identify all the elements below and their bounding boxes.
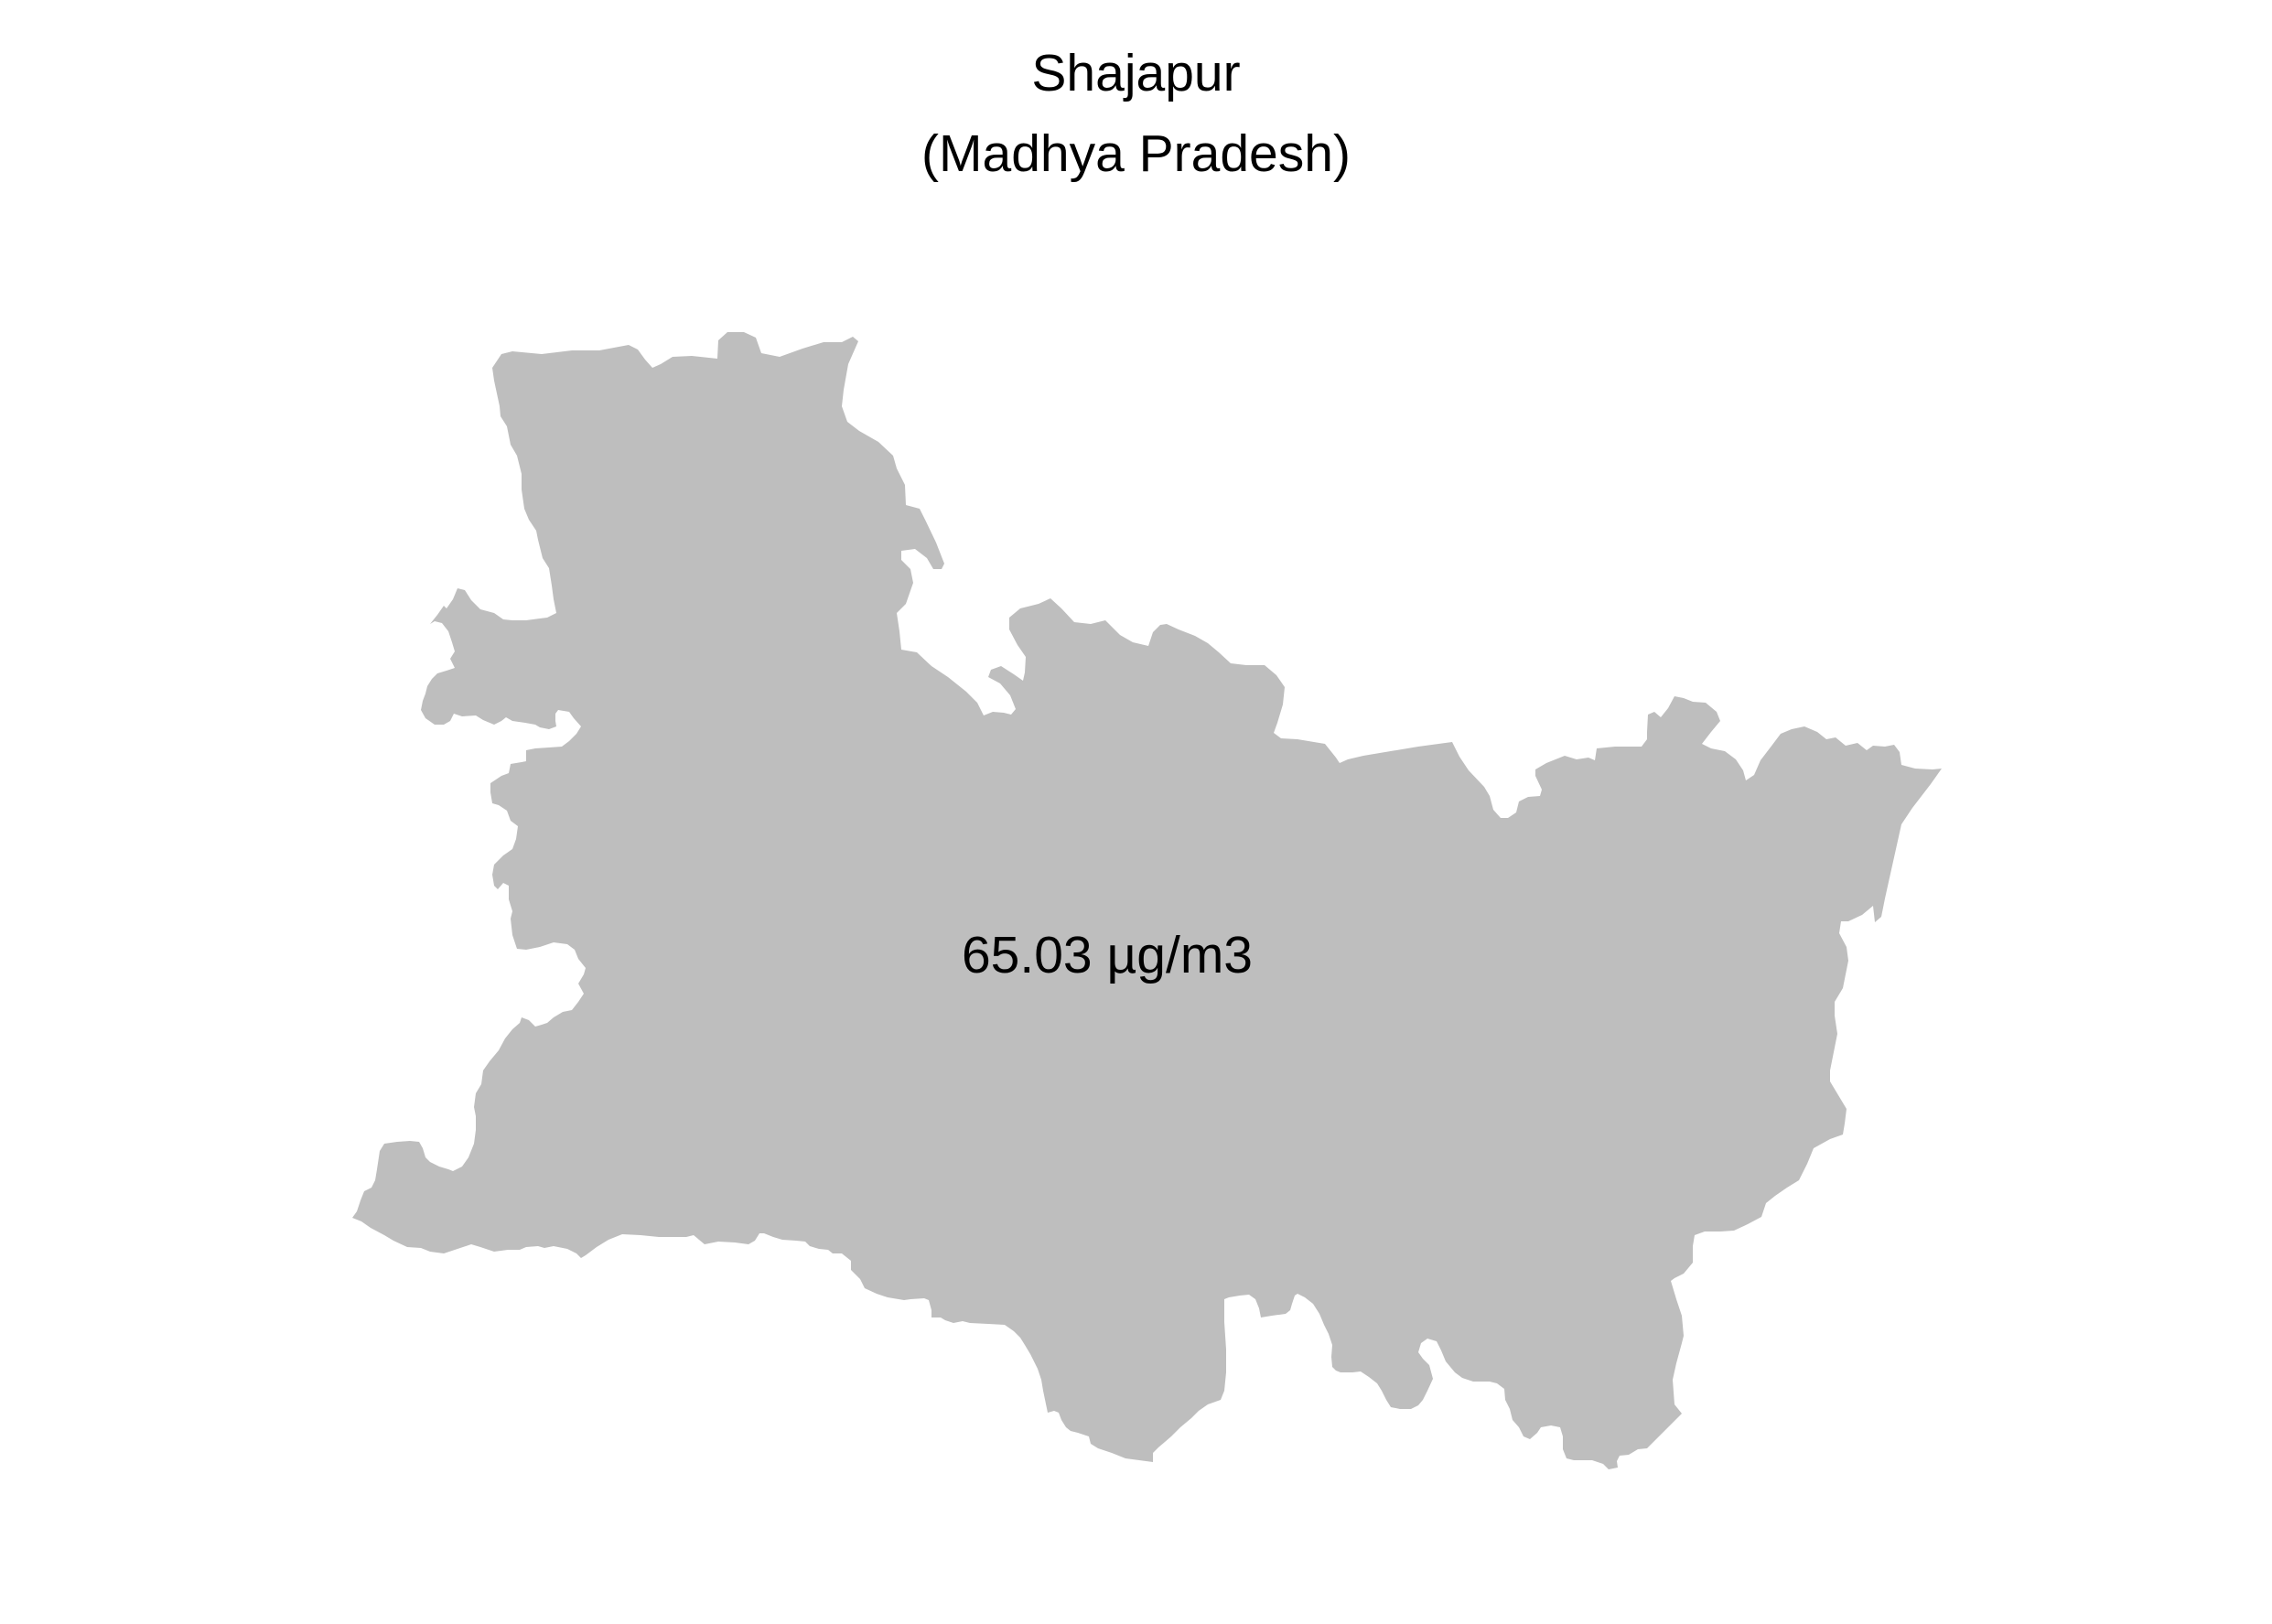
map-title: Shajapur <box>1031 44 1241 102</box>
value-label: 65.03 µg/m3 <box>962 926 1253 984</box>
map-subtitle: (Madhya Pradesh) <box>921 124 1351 183</box>
district-shape-shajapur <box>352 332 1942 1469</box>
